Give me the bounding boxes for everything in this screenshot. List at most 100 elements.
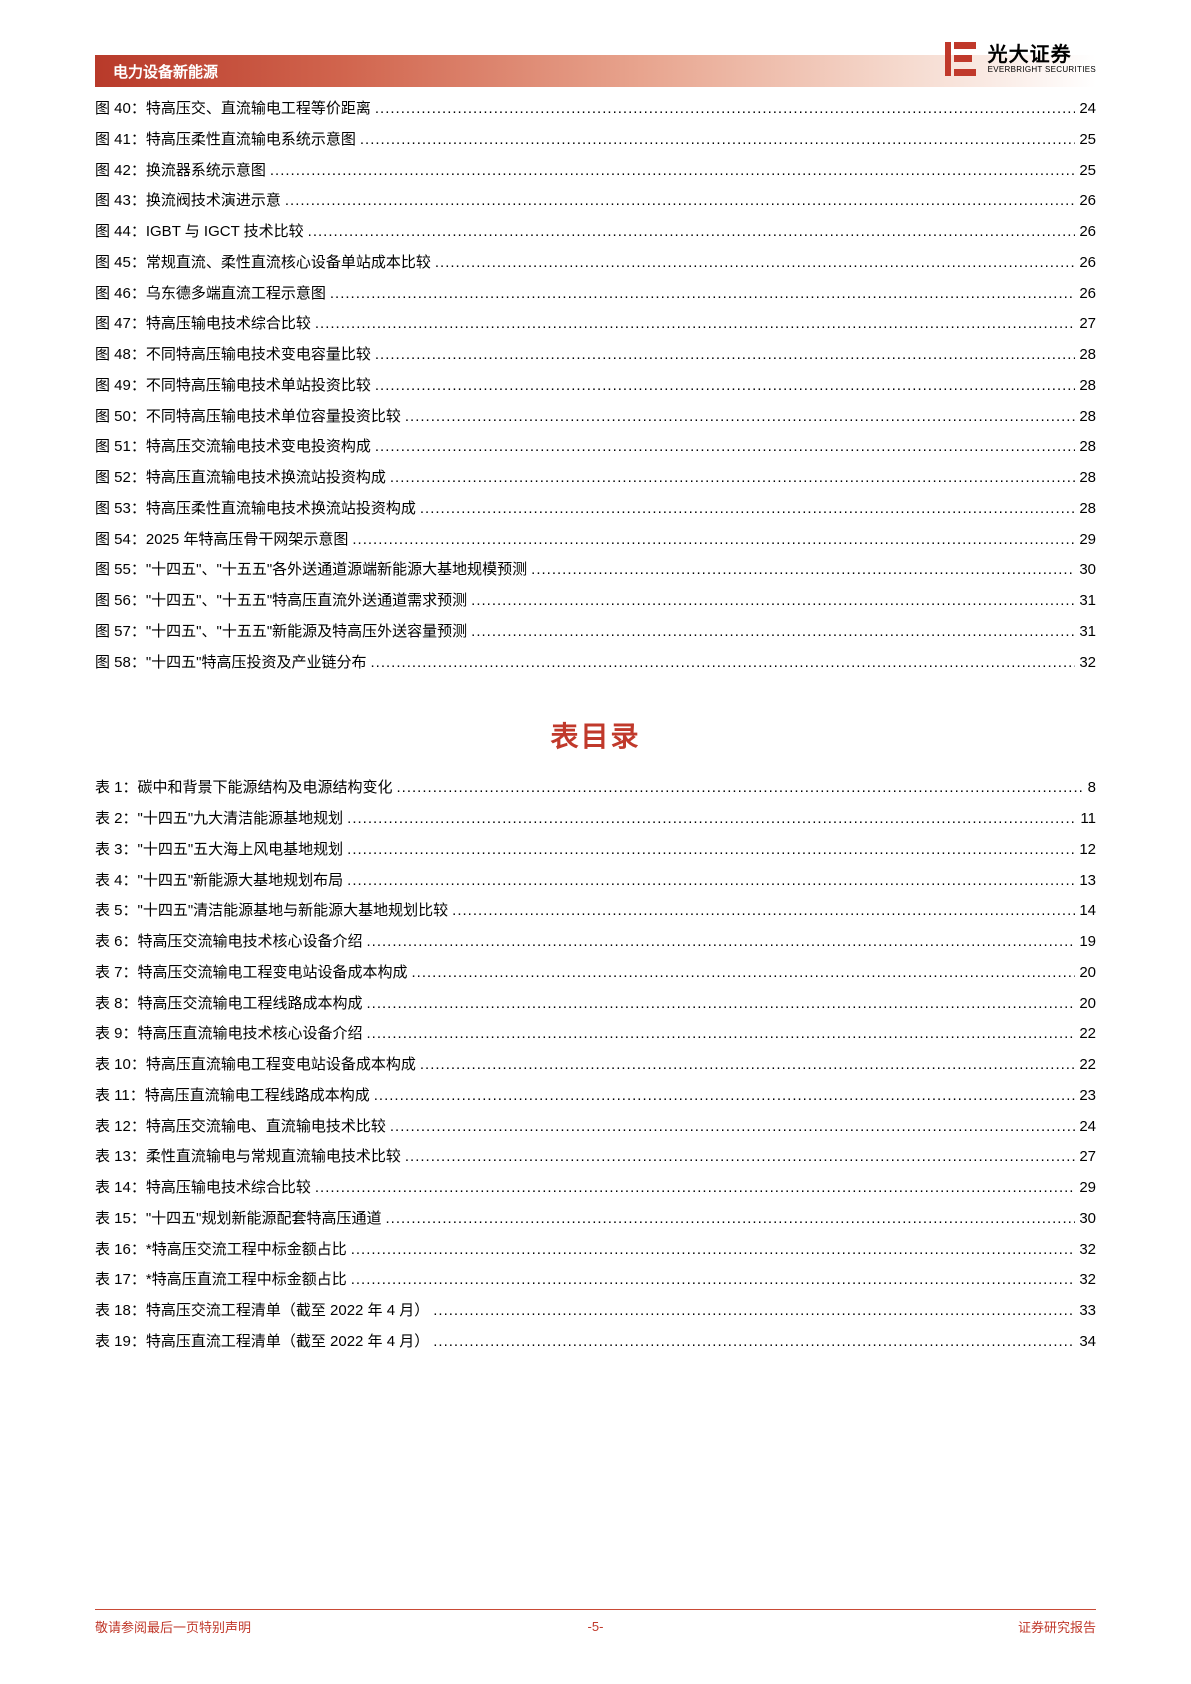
logo-cn: 光大证券 (988, 44, 1096, 66)
toc-label: 表 2："十四五"九大清洁能源基地规划 (95, 808, 343, 830)
logo: 光大证券 EVERBRIGHT SECURITIES (942, 38, 1096, 80)
toc-label: 表 12：特高压交流输电、直流输电技术比较 (95, 1116, 386, 1138)
toc-label: 图 45：常规直流、柔性直流核心设备单站成本比较 (95, 252, 431, 274)
logo-en: EVERBRIGHT SECURITIES (988, 66, 1096, 75)
toc-row: 图 43：换流阀技术演进示意 26 (95, 190, 1096, 212)
toc-row: 图 44：IGBT 与 IGCT 技术比较 26 (95, 221, 1096, 243)
toc-row: 图 40：特高压交、直流输电工程等价距离 24 (95, 98, 1096, 120)
toc-leader-dots (315, 1177, 1075, 1199)
toc-page: 30 (1079, 559, 1096, 581)
toc-label: 图 46：乌东德多端直流工程示意图 (95, 283, 326, 305)
toc-leader-dots (390, 467, 1075, 489)
toc-label: 表 19：特高压直流工程清单（截至 2022 年 4 月） (95, 1331, 429, 1353)
toc-label: 表 17：*特高压直流工程中标金额占比 (95, 1269, 347, 1291)
toc-leader-dots (352, 529, 1075, 551)
toc-label: 表 10：特高压直流输电工程变电站设备成本构成 (95, 1054, 416, 1076)
toc-page: 14 (1079, 900, 1096, 922)
toc-label: 表 13：柔性直流输电与常规直流输电技术比较 (95, 1146, 401, 1168)
tables-toc: 表 1：碳中和背景下能源结构及电源结构变化 8 表 2："十四五"九大清洁能源基地… (95, 777, 1096, 1352)
toc-page: 22 (1079, 1023, 1096, 1045)
toc-page: 29 (1079, 529, 1096, 551)
footer-page-number: -5- (588, 1619, 604, 1634)
toc-label: 表 9：特高压直流输电技术核心设备介绍 (95, 1023, 363, 1045)
toc-leader-dots (375, 344, 1075, 366)
toc-row: 表 18：特高压交流工程清单（截至 2022 年 4 月） 33 (95, 1300, 1096, 1322)
toc-leader-dots (308, 221, 1076, 243)
toc-page: 32 (1079, 1269, 1096, 1291)
toc-page: 30 (1079, 1208, 1096, 1230)
toc-leader-dots (285, 190, 1075, 212)
toc-row: 表 12：特高压交流输电、直流输电技术比较 24 (95, 1116, 1096, 1138)
toc-row: 图 42：换流器系统示意图 25 (95, 160, 1096, 182)
toc-label: 图 40：特高压交、直流输电工程等价距离 (95, 98, 371, 120)
toc-page: 24 (1079, 98, 1096, 120)
toc-row: 表 5："十四五"清洁能源基地与新能源大基地规划比较 14 (95, 900, 1096, 922)
toc-label: 图 50：不同特高压输电技术单位容量投资比较 (95, 406, 401, 428)
toc-row: 表 16：*特高压交流工程中标金额占比 32 (95, 1239, 1096, 1261)
toc-row: 图 45：常规直流、柔性直流核心设备单站成本比较 26 (95, 252, 1096, 274)
toc-row: 表 11：特高压直流输电工程线路成本构成 23 (95, 1085, 1096, 1107)
toc-page: 25 (1079, 160, 1096, 182)
toc-row: 表 7：特高压交流输电工程变电站设备成本构成 20 (95, 962, 1096, 984)
toc-page: 24 (1079, 1116, 1096, 1138)
toc-label: 表 4："十四五"新能源大基地规划布局 (95, 870, 343, 892)
toc-leader-dots (351, 1269, 1076, 1291)
toc-label: 表 18：特高压交流工程清单（截至 2022 年 4 月） (95, 1300, 429, 1322)
toc-leader-dots (374, 1085, 1076, 1107)
toc-leader-dots (386, 1208, 1076, 1230)
toc-row: 表 9：特高压直流输电技术核心设备介绍 22 (95, 1023, 1096, 1045)
toc-page: 20 (1079, 993, 1096, 1015)
toc-row: 表 1：碳中和背景下能源结构及电源结构变化 8 (95, 777, 1096, 799)
toc-leader-dots (471, 590, 1075, 612)
toc-row: 图 58："十四五"特高压投资及产业链分布 32 (95, 652, 1096, 674)
toc-leader-dots (420, 1054, 1075, 1076)
toc-row: 图 48：不同特高压输电技术变电容量比较 28 (95, 344, 1096, 366)
toc-label: 表 16：*特高压交流工程中标金额占比 (95, 1239, 347, 1261)
toc-page: 26 (1079, 283, 1096, 305)
toc-label: 图 43：换流阀技术演进示意 (95, 190, 281, 212)
toc-page: 29 (1079, 1177, 1096, 1199)
toc-page: 28 (1079, 406, 1096, 428)
toc-leader-dots (397, 777, 1084, 799)
toc-label: 表 6：特高压交流输电技术核心设备介绍 (95, 931, 363, 953)
toc-label: 表 5："十四五"清洁能源基地与新能源大基地规划比较 (95, 900, 448, 922)
toc-leader-dots (405, 1146, 1075, 1168)
toc-leader-dots (405, 406, 1075, 428)
toc-page: 11 (1080, 808, 1096, 830)
toc-page: 34 (1079, 1331, 1096, 1353)
toc-leader-dots (367, 993, 1076, 1015)
toc-leader-dots (435, 252, 1075, 274)
toc-page: 31 (1079, 590, 1096, 612)
toc-page: 28 (1079, 436, 1096, 458)
toc-row: 表 6：特高压交流输电技术核心设备介绍 19 (95, 931, 1096, 953)
toc-leader-dots (347, 839, 1075, 861)
toc-page: 26 (1079, 221, 1096, 243)
toc-page: 31 (1079, 621, 1096, 643)
toc-label: 图 53：特高压柔性直流输电技术换流站投资构成 (95, 498, 416, 520)
toc-page: 32 (1079, 1239, 1096, 1261)
toc-row: 图 55："十四五"、"十五五"各外送通道源端新能源大基地规模预测 30 (95, 559, 1096, 581)
toc-leader-dots (452, 900, 1075, 922)
toc-row: 图 47：特高压输电技术综合比较 27 (95, 313, 1096, 335)
toc-page: 8 (1088, 777, 1096, 799)
toc-leader-dots (412, 962, 1076, 984)
toc-page: 26 (1079, 252, 1096, 274)
toc-leader-dots (371, 652, 1076, 674)
toc-row: 图 41：特高压柔性直流输电系统示意图 25 (95, 129, 1096, 151)
toc-page: 19 (1079, 931, 1096, 953)
toc-page: 28 (1079, 344, 1096, 366)
content: 图 40：特高压交、直流输电工程等价距离 24 图 41：特高压柔性直流输电系统示… (95, 98, 1096, 1362)
toc-page: 20 (1079, 962, 1096, 984)
toc-row: 表 4："十四五"新能源大基地规划布局 13 (95, 870, 1096, 892)
tables-section-title: 表目录 (95, 715, 1096, 755)
toc-page: 28 (1079, 498, 1096, 520)
toc-row: 图 56："十四五"、"十五五"特高压直流外送通道需求预测 31 (95, 590, 1096, 612)
footer-right: 证券研究报告 (1018, 1617, 1096, 1636)
toc-leader-dots (315, 313, 1075, 335)
toc-leader-dots (330, 283, 1075, 305)
toc-leader-dots (433, 1300, 1075, 1322)
toc-label: 图 58："十四五"特高压投资及产业链分布 (95, 652, 367, 674)
toc-leader-dots (433, 1331, 1075, 1353)
toc-row: 图 52：特高压直流输电技术换流站投资构成 28 (95, 467, 1096, 489)
toc-page: 33 (1079, 1300, 1096, 1322)
